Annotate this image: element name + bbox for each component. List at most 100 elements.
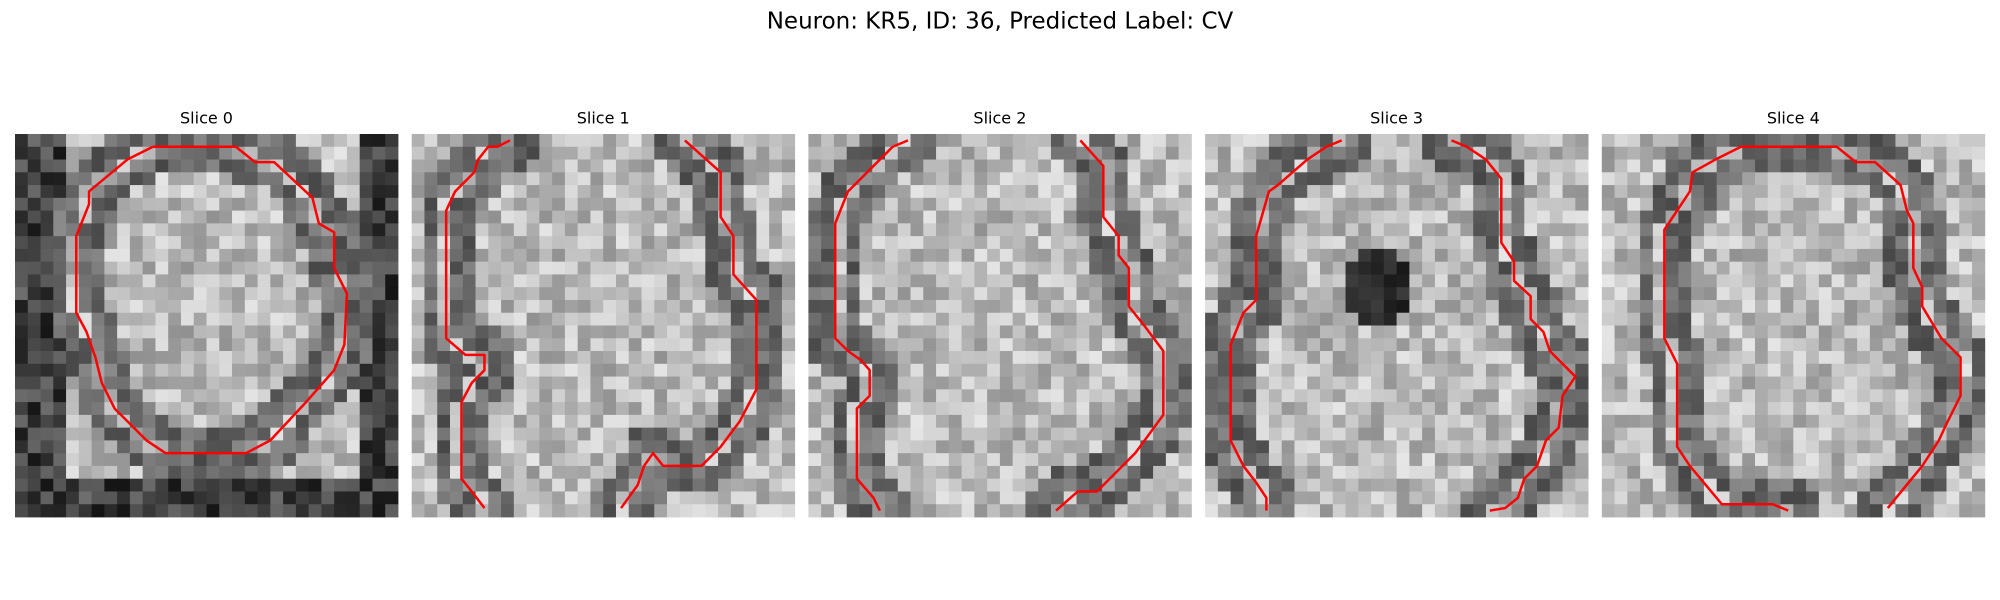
pixel: [78, 146, 92, 160]
pixel: [1383, 299, 1397, 314]
pixel: [1076, 248, 1090, 263]
pixel: [1678, 402, 1692, 416]
pixel: [1127, 325, 1141, 339]
pixel: [654, 312, 668, 326]
pixel: [244, 427, 258, 441]
pixel: [1320, 338, 1334, 352]
pixel: [91, 504, 105, 518]
pixel: [1473, 134, 1487, 148]
pixel: [999, 261, 1014, 275]
pixel: [1869, 223, 1884, 237]
pixel: [1256, 261, 1270, 275]
pixel: [1793, 440, 1807, 454]
pixel: [781, 274, 796, 288]
pixel: [577, 504, 591, 518]
pixel: [462, 376, 476, 390]
pixel: [359, 172, 373, 186]
pixel: [1089, 172, 1103, 186]
pixel: [1332, 453, 1346, 467]
pixel: [897, 146, 911, 160]
pixel: [1614, 248, 1628, 263]
pixel: [1729, 402, 1743, 416]
pixel: [897, 261, 911, 275]
pixel: [1256, 351, 1270, 365]
pixel: [999, 223, 1014, 237]
pixel: [833, 376, 848, 390]
pixel: [667, 363, 681, 377]
pixel: [859, 287, 873, 301]
pixel: [193, 274, 207, 288]
pixel: [78, 261, 92, 275]
pixel: [359, 146, 373, 160]
pixel: [577, 197, 591, 211]
pixel: [1806, 236, 1820, 250]
pixel: [1627, 491, 1641, 505]
pixel: [808, 376, 822, 390]
pixel: [372, 351, 386, 365]
pixel: [590, 402, 604, 416]
pixel: [1972, 402, 1986, 416]
pixel: [1511, 223, 1525, 237]
pixel: [142, 402, 156, 416]
pixel: [450, 465, 464, 480]
pixel: [1485, 312, 1500, 326]
pixel: [257, 312, 271, 326]
pixel: [501, 325, 515, 339]
pixel: [1524, 159, 1538, 173]
pixel: [769, 261, 783, 275]
pixel: [654, 172, 668, 186]
pixel: [1498, 146, 1512, 160]
pixel: [1780, 325, 1794, 339]
pixel: [756, 197, 770, 211]
pixel: [808, 325, 822, 339]
pixel: [821, 402, 835, 416]
pixel: [27, 465, 41, 480]
pixel: [539, 185, 553, 199]
pixel: [308, 172, 322, 186]
pixel: [129, 504, 144, 518]
pixel: [1358, 210, 1372, 224]
pixel: [1498, 465, 1512, 480]
pixel: [91, 440, 105, 454]
pixel: [692, 236, 706, 250]
pixel: [1869, 146, 1884, 160]
pixel: [872, 389, 886, 403]
pixel: [488, 427, 502, 441]
pixel: [1549, 389, 1563, 403]
pixel: [1959, 197, 1973, 211]
pixel: [27, 287, 41, 301]
pixel: [1742, 389, 1756, 403]
pixel: [628, 261, 642, 275]
pixel: [295, 146, 310, 160]
pixel: [1562, 414, 1576, 429]
pixel: [1358, 159, 1372, 173]
pixel: [936, 414, 950, 429]
pixel: [885, 363, 899, 377]
pixel: [283, 248, 297, 263]
pixel: [781, 376, 796, 390]
pixel: [1268, 338, 1283, 352]
pixel: [1959, 185, 1973, 199]
pixel: [1627, 478, 1641, 492]
pixel: [1217, 453, 1232, 467]
pixel: [1178, 274, 1192, 288]
pixel: [488, 312, 502, 326]
pixel: [577, 312, 591, 326]
pixel: [910, 159, 924, 173]
pixel: [437, 287, 451, 301]
pixel: [808, 465, 822, 480]
pixel: [961, 389, 975, 403]
pixel: [1396, 478, 1410, 492]
pixel: [1793, 414, 1807, 429]
pixel: [40, 325, 54, 339]
pixel: [372, 504, 386, 518]
pixel: [1434, 261, 1449, 275]
pixel: [334, 453, 348, 467]
pixel: [1114, 491, 1128, 505]
pixel: [897, 185, 911, 199]
pixel: [808, 414, 822, 429]
pixel: [1025, 491, 1039, 505]
pixel: [564, 427, 579, 441]
pixel: [1383, 236, 1397, 250]
